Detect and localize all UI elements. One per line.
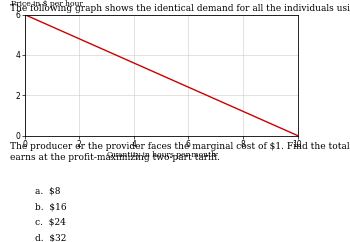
Text: c.  $24: c. $24 <box>35 218 66 227</box>
Text: d.  $32: d. $32 <box>35 234 66 242</box>
X-axis label: Quantity in hours per month: Quantity in hours per month <box>106 151 216 159</box>
Text: Price in $ per hour: Price in $ per hour <box>11 0 83 8</box>
Text: b.  $16: b. $16 <box>35 202 66 211</box>
Text: The following graph shows the identical demand for all the individuals using TV : The following graph shows the identical … <box>10 4 350 13</box>
Text: a.  $8: a. $8 <box>35 186 61 195</box>
Text: The producer or the provider faces the marginal cost of $1. Find the total reven: The producer or the provider faces the m… <box>10 142 350 162</box>
